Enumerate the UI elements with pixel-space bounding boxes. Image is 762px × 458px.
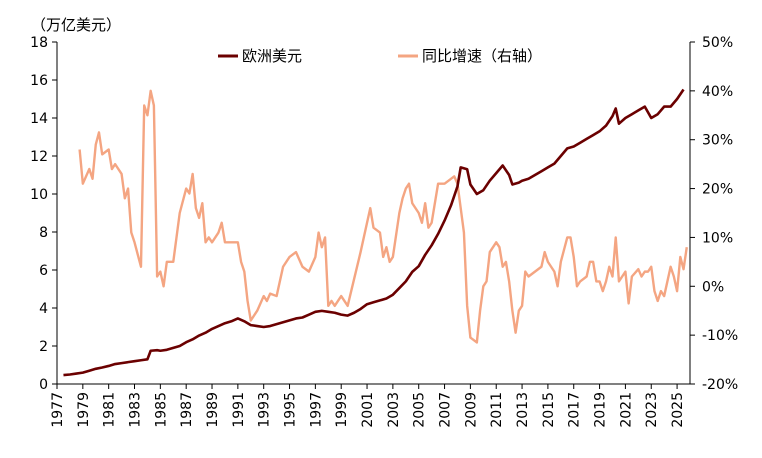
x-tick-label: 1977 bbox=[50, 392, 66, 428]
legend-label-series-2: 同比增速（右轴） bbox=[422, 47, 542, 65]
x-tick-label: 2005 bbox=[412, 392, 428, 428]
right-tick-label: 0% bbox=[702, 279, 724, 295]
x-tick-label: 1979 bbox=[76, 392, 92, 428]
x-tick-label: 2017 bbox=[567, 392, 583, 428]
x-tick-label: 2019 bbox=[593, 392, 609, 428]
x-tick-label: 1987 bbox=[179, 392, 195, 428]
right-tick-label: 10% bbox=[702, 230, 733, 246]
x-tick-label: 1981 bbox=[102, 392, 118, 428]
legend: 欧洲美元 同比增速（右轴） bbox=[218, 47, 542, 65]
x-tick-label: 2003 bbox=[386, 392, 402, 428]
x-axis-ticks: 1977 1979 1981 1983 1985 1987 1989 1991 1993 1995… bbox=[50, 384, 686, 428]
x-tick-label: 1995 bbox=[283, 392, 299, 428]
series-layer bbox=[63, 88, 688, 377]
right-tick-label: -20% bbox=[702, 377, 738, 393]
left-tick-label: 16 bbox=[30, 73, 48, 89]
left-tick-label: 6 bbox=[39, 263, 48, 279]
left-tick-label: 8 bbox=[39, 225, 48, 241]
x-tick-label: 2011 bbox=[489, 392, 505, 428]
x-tick-label: 2025 bbox=[670, 392, 686, 428]
x-tick-label: 2021 bbox=[618, 392, 634, 428]
x-tick-label: 2009 bbox=[463, 392, 479, 428]
x-tick-label: 2015 bbox=[541, 392, 557, 428]
legend-label-series-1: 欧洲美元 bbox=[242, 47, 302, 65]
right-tick-label: 40% bbox=[702, 84, 733, 100]
left-tick-label: 0 bbox=[39, 377, 48, 393]
left-tick-label: 18 bbox=[30, 35, 48, 51]
series-line-1 bbox=[63, 88, 685, 377]
series-line-2 bbox=[78, 89, 688, 344]
left-axis-ticks: 0 2 4 6 8 10 12 14 16 18 bbox=[30, 35, 57, 393]
left-tick-label: 14 bbox=[30, 111, 48, 127]
x-tick-label: 2007 bbox=[438, 392, 454, 428]
x-tick-label: 2013 bbox=[515, 392, 531, 428]
x-tick-label: 1983 bbox=[128, 392, 144, 428]
x-tick-label: 2001 bbox=[360, 392, 376, 428]
x-tick-label: 1991 bbox=[231, 392, 247, 428]
right-tick-label: 20% bbox=[702, 182, 733, 198]
right-tick-label: 50% bbox=[702, 35, 733, 51]
x-tick-label: 1999 bbox=[334, 392, 350, 428]
plot-axes bbox=[56, 42, 691, 385]
right-tick-label: -10% bbox=[702, 328, 738, 344]
x-tick-label: 1989 bbox=[205, 392, 221, 428]
left-tick-label: 12 bbox=[30, 149, 48, 165]
left-tick-label: 10 bbox=[30, 187, 48, 203]
right-axis-ticks: -20% -10% 0% 10% 20% 30% 40% 50% bbox=[690, 35, 738, 393]
x-tick-label: 2023 bbox=[644, 392, 660, 428]
left-axis-unit-label: （万亿美元） bbox=[31, 16, 121, 34]
x-tick-label: 1997 bbox=[308, 392, 324, 428]
x-tick-label: 1985 bbox=[153, 392, 169, 428]
left-tick-label: 2 bbox=[39, 339, 48, 355]
left-tick-label: 4 bbox=[39, 301, 48, 317]
right-tick-label: 30% bbox=[702, 133, 733, 149]
x-tick-label: 1993 bbox=[257, 392, 273, 428]
